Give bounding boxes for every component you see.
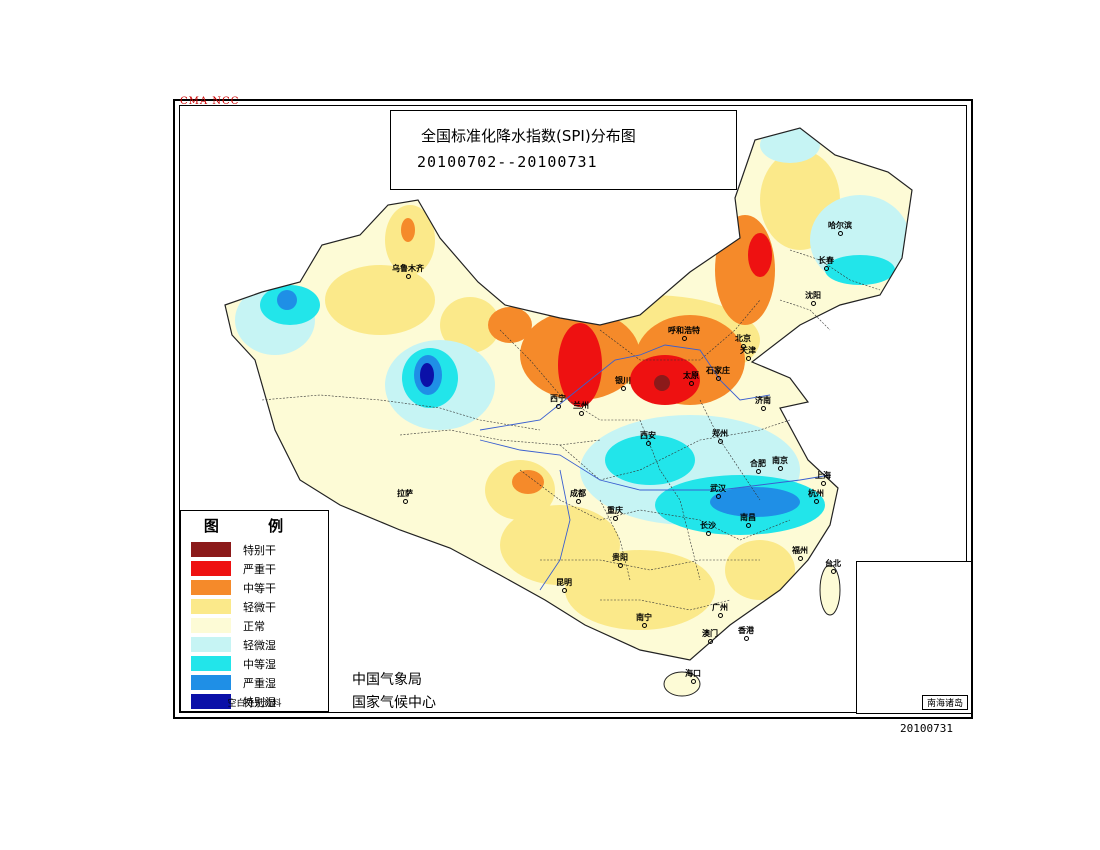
spi-patch-moderate-dry bbox=[512, 470, 544, 494]
spi-patch-severe-wet bbox=[277, 290, 297, 310]
city-label: 武汉 bbox=[710, 484, 726, 499]
spi-patch-extreme-wet bbox=[420, 363, 434, 387]
city-label: 太原 bbox=[683, 371, 699, 386]
city-label: 重庆 bbox=[607, 506, 623, 521]
legend-label: 严重湿 bbox=[243, 677, 276, 690]
legend-label: 特别湿 bbox=[243, 696, 276, 709]
city-label: 北京 bbox=[735, 334, 751, 349]
legend-swatch bbox=[191, 561, 231, 576]
agency-line-1: 中国气象局 bbox=[352, 672, 422, 688]
legend-row: 严重湿 bbox=[191, 674, 321, 692]
city-label: 西宁 bbox=[550, 394, 566, 409]
city-label: 拉萨 bbox=[397, 489, 413, 504]
city-label: 合肥 bbox=[750, 459, 766, 474]
map-title: 全国标准化降水指数(SPI)分布图 bbox=[421, 127, 636, 145]
legend-swatch bbox=[191, 675, 231, 690]
rivers bbox=[479, 344, 831, 591]
legend-swatch bbox=[191, 580, 231, 595]
city-label: 南宁 bbox=[636, 613, 652, 628]
legend-swatch bbox=[191, 694, 231, 709]
spi-patch-severe-wet bbox=[710, 487, 800, 517]
spi-patch-mild-wet bbox=[760, 128, 820, 163]
city-label: 昆明 bbox=[556, 578, 572, 593]
legend-row: 轻微干 bbox=[191, 598, 321, 616]
legend-label: 轻微干 bbox=[243, 601, 276, 614]
city-label: 石家庄 bbox=[706, 366, 730, 381]
province-borders bbox=[261, 249, 881, 611]
country-border bbox=[224, 127, 913, 661]
date-range: 20100702--20100731 bbox=[417, 153, 598, 171]
city-label: 哈尔滨 bbox=[828, 221, 852, 236]
legend-row: 正常 bbox=[191, 617, 321, 635]
spi-patch-mild-dry bbox=[440, 297, 500, 353]
legend-swatch bbox=[191, 656, 231, 671]
legend: 图 例 特别干严重干中等干轻微干正常轻微湿中等湿严重湿特别湿 空白处无资料 bbox=[180, 510, 329, 712]
source-tag: CMA NCC bbox=[180, 96, 240, 107]
city-label: 广州 bbox=[712, 603, 728, 618]
spi-patch-mild-dry bbox=[725, 540, 795, 600]
spi-patch-mild-dry bbox=[500, 505, 620, 585]
legend-label: 中等湿 bbox=[243, 658, 276, 671]
legend-label: 特别干 bbox=[243, 544, 276, 557]
inset-label: 南海诸岛 bbox=[921, 695, 968, 710]
city-label: 济南 bbox=[755, 396, 771, 411]
legend-row: 特别干 bbox=[191, 541, 321, 559]
city-label: 贵阳 bbox=[612, 553, 628, 568]
city-label: 上海 bbox=[815, 471, 831, 486]
legend-label: 中等干 bbox=[243, 582, 276, 595]
city-label: 郑州 bbox=[712, 429, 728, 444]
city-label: 天津 bbox=[740, 346, 756, 361]
legend-row: 中等湿 bbox=[191, 655, 321, 673]
city-label: 沈阳 bbox=[805, 291, 821, 306]
legend-row: 中等干 bbox=[191, 579, 321, 597]
spi-patch-extreme-dry bbox=[654, 375, 670, 391]
map-inner-border bbox=[179, 105, 967, 713]
city-label: 海口 bbox=[685, 669, 701, 684]
city-label: 西安 bbox=[640, 431, 656, 446]
legend-title: 图 例 bbox=[203, 517, 306, 535]
city-label: 长春 bbox=[818, 256, 834, 271]
legend-label: 轻微湿 bbox=[243, 639, 276, 652]
city-label: 呼和浩特 bbox=[668, 326, 700, 341]
legend-row: 严重干 bbox=[191, 560, 321, 578]
spi-patch-severe-dry bbox=[558, 323, 602, 407]
spi-patch-moderate-wet bbox=[605, 435, 695, 485]
city-label: 香港 bbox=[738, 626, 754, 641]
city-label: 南京 bbox=[772, 456, 788, 471]
spi-patch-moderate-dry bbox=[488, 307, 532, 343]
legend-row: 特别湿 bbox=[191, 693, 321, 711]
legend-swatch bbox=[191, 599, 231, 614]
legend-note: 空白处无资料 bbox=[227, 699, 282, 709]
footer-date: 20100731 bbox=[900, 722, 953, 735]
legend-row: 轻微湿 bbox=[191, 636, 321, 654]
legend-swatch bbox=[191, 637, 231, 652]
city-label: 兰州 bbox=[573, 401, 589, 416]
city-label: 澳门 bbox=[702, 629, 718, 644]
city-label: 台北 bbox=[825, 559, 841, 574]
spi-patch-severe-dry bbox=[748, 233, 772, 277]
spi-patch-mild-dry bbox=[325, 265, 435, 335]
city-label: 乌鲁木齐 bbox=[392, 264, 424, 279]
taiwan-island bbox=[819, 564, 841, 616]
legend-label: 严重干 bbox=[243, 563, 276, 576]
south-china-sea-inset: 南海诸岛 bbox=[856, 561, 972, 714]
legend-swatch bbox=[191, 542, 231, 557]
legend-swatch bbox=[191, 618, 231, 633]
spi-patch-moderate-wet bbox=[825, 255, 895, 285]
city-label: 南昌 bbox=[740, 513, 756, 528]
legend-label: 正常 bbox=[243, 620, 265, 633]
city-label: 福州 bbox=[792, 546, 808, 561]
title-box: 全国标准化降水指数(SPI)分布图 20100702--20100731 bbox=[390, 110, 737, 190]
city-label: 杭州 bbox=[808, 489, 824, 504]
city-label: 长沙 bbox=[700, 521, 716, 536]
agency-line-2: 国家气候中心 bbox=[352, 695, 436, 711]
city-label: 银川 bbox=[615, 376, 631, 391]
city-label: 成都 bbox=[570, 489, 586, 504]
spi-patch-moderate-dry bbox=[401, 218, 415, 242]
hainan-island bbox=[663, 671, 701, 697]
